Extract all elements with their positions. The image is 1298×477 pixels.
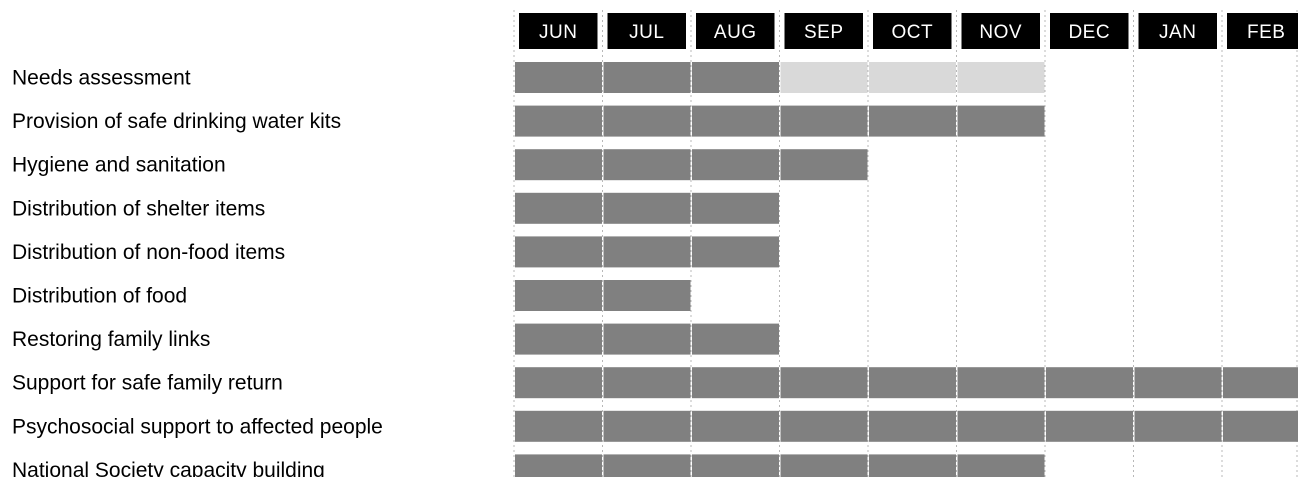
task-bar-light: [957, 62, 1045, 93]
task-bar-active: [603, 149, 691, 181]
month-label: FEB: [1247, 22, 1285, 43]
month-header-box: [696, 13, 775, 49]
month-header-box: [873, 13, 952, 49]
month-label: OCT: [891, 22, 933, 43]
task-label: Needs assessment: [12, 67, 191, 90]
task-bar-active: [869, 367, 956, 399]
task-bar-active: [1046, 410, 1133, 442]
month-label: AUG: [714, 22, 757, 43]
month-label: JUN: [539, 22, 577, 43]
task-bar-active: [692, 149, 779, 181]
task-bar-active: [957, 105, 1045, 137]
task-bar-active: [515, 192, 602, 224]
task-bar-active: [603, 105, 691, 137]
task-bar-active: [1223, 410, 1298, 442]
task-bar-active: [780, 149, 868, 181]
task-bar-active: [603, 454, 691, 477]
task-bar-active: [780, 367, 868, 399]
task-bar-active: [692, 62, 779, 93]
task-bar-active: [515, 236, 602, 268]
task-bar-light: [780, 62, 868, 93]
task-bar-active: [1134, 367, 1222, 399]
task-bar-active: [780, 454, 868, 477]
task-bar-active: [1046, 367, 1133, 399]
task-bar-active: [957, 454, 1045, 477]
task-label: Hygiene and sanitation: [12, 154, 226, 177]
task-bars: [515, 62, 1298, 477]
month-header-box: [961, 13, 1040, 49]
task-bar-active: [515, 105, 602, 137]
task-bar-active: [1223, 367, 1298, 399]
task-bar-active: [515, 454, 602, 477]
task-bar-active: [957, 367, 1045, 399]
task-bar-active: [515, 62, 602, 93]
task-bar-active: [603, 410, 691, 442]
task-bar-light: [869, 62, 956, 93]
month-header: JUN JUL AUG SEP OCT NOV DEC JAN FEB: [519, 13, 1298, 49]
month-header-box: [1138, 13, 1217, 49]
task-bar-active: [780, 410, 868, 442]
task-label: Distribution of shelter items: [12, 197, 265, 220]
task-label: Support for safe family return: [12, 372, 283, 395]
task-bar-active: [957, 410, 1045, 442]
task-label: Psychosocial support to affected people: [12, 415, 383, 438]
month-header-box: [1050, 13, 1129, 49]
task-label: Distribution of non-food items: [12, 241, 285, 264]
task-bar-active: [603, 367, 691, 399]
task-label: National Society capacity building: [12, 459, 325, 477]
month-header-box: [519, 13, 598, 49]
task-label: Restoring family links: [12, 328, 210, 351]
task-bar-active: [692, 236, 779, 268]
task-bar-active: [515, 367, 602, 399]
task-bar-active: [692, 454, 779, 477]
task-bar-active: [692, 192, 779, 224]
task-labels: Needs assessment Provision of safe drinki…: [12, 67, 383, 477]
task-bar-active: [869, 410, 956, 442]
task-bar-active: [515, 323, 602, 355]
task-bar-active: [603, 236, 691, 268]
month-header-box: [784, 13, 863, 49]
task-bar-active: [692, 367, 779, 399]
task-bar-active: [603, 323, 691, 355]
month-label: DEC: [1068, 22, 1110, 43]
month-header-box: [1227, 13, 1298, 49]
task-bar-active: [603, 192, 691, 224]
task-bar-active: [780, 105, 868, 137]
task-bar-active: [603, 62, 691, 93]
task-bar-active: [515, 410, 602, 442]
task-bar-active: [692, 323, 779, 355]
task-label: Distribution of food: [12, 285, 187, 308]
month-label: JAN: [1159, 22, 1196, 43]
task-bar-active: [515, 280, 602, 311]
month-label: NOV: [979, 22, 1022, 43]
task-bar-active: [603, 280, 691, 311]
month-label: JUL: [629, 22, 664, 43]
task-bar-active: [1134, 410, 1222, 442]
task-bar-active: [869, 105, 956, 137]
month-header-box: [607, 13, 686, 49]
task-label: Provision of safe drinking water kits: [12, 110, 341, 133]
task-bar-active: [692, 410, 779, 442]
task-bar-active: [692, 105, 779, 137]
task-bar-active: [869, 454, 956, 477]
task-bar-active: [515, 149, 602, 181]
month-label: SEP: [804, 22, 844, 43]
